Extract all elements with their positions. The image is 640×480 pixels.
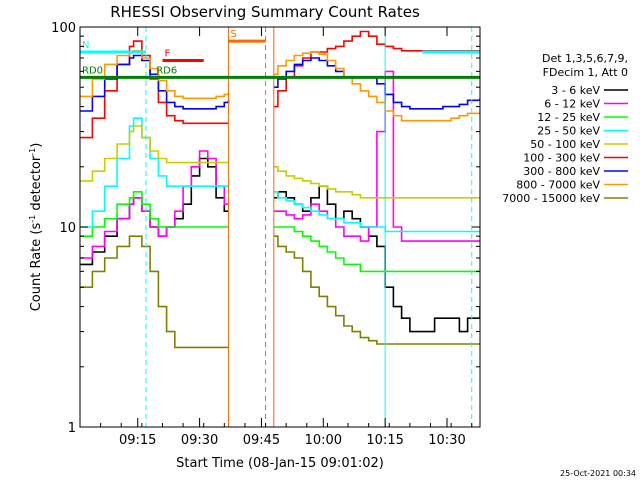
y-tick-label-100: 100 xyxy=(51,21,76,36)
flag-label-s: S xyxy=(230,29,236,40)
y-tick-label-10: 10 xyxy=(59,221,76,236)
legend-label-25-50-kev: 25 - 50 keV xyxy=(537,125,600,138)
series-line-7000-15000-kev-seg1 xyxy=(273,235,480,345)
x-axis: 09:15 09:30 09:45 10:00 10:15 10:30 xyxy=(79,27,473,448)
x-tick-label-09-45: 09:45 xyxy=(243,433,280,448)
flag-label-rd6: RD6 xyxy=(156,65,177,76)
flag-label-f: F xyxy=(164,48,170,59)
series-line-100-300-kev-seg1 xyxy=(273,30,480,108)
x-axis-label: Start Time (08-Jan-15 09:01:02) xyxy=(176,456,384,471)
legend-label-300-800-kev: 300 - 800 keV xyxy=(523,165,600,178)
x-tick-label-09-30: 09:30 xyxy=(181,433,218,448)
series-line-7000-15000-kev-seg0 xyxy=(80,235,229,349)
legend-item-6-12-kev: 6 - 12 keV xyxy=(544,98,628,111)
legend-header-line-2: FDecim 1, Att 0 xyxy=(543,66,628,79)
series-line-100-300-kev-seg0 xyxy=(80,40,229,139)
x-tick-label-10-15: 10:15 xyxy=(366,433,403,448)
legend-label-3-6-kev: 3 - 6 keV xyxy=(551,84,600,97)
series-line-6-12-kev-seg0 xyxy=(80,150,229,259)
y-axis-label-close: ) xyxy=(29,143,44,148)
x-tick-label-10-00: 10:00 xyxy=(305,433,342,448)
marker-layer xyxy=(145,27,473,427)
chart-title: RHESSI Observing Summary Count Rates xyxy=(110,3,420,21)
series-line-12-25-kev-seg0 xyxy=(80,191,229,237)
legend-item-800-7000-kev: 800 - 7000 keV xyxy=(516,179,628,192)
legend-label-100-300-kev: 100 - 300 keV xyxy=(523,152,600,165)
legend-item-3-6-kev: 3 - 6 keV xyxy=(551,84,628,97)
legend-label-6-12-kev: 6 - 12 keV xyxy=(544,98,600,111)
legend-label-7000-15000-kev: 7000 - 15000 keV xyxy=(502,192,600,205)
y-tick-label-1: 1 xyxy=(68,421,76,436)
x-tick-label-09-15: 09:15 xyxy=(119,433,156,448)
legend-item-25-50-kev: 25 - 50 keV xyxy=(537,125,628,138)
series-line-6-12-kev-seg1 xyxy=(273,70,480,242)
legend-header-line-1: Det 1,3,5,6,7,9, xyxy=(542,52,628,65)
legend-label-12-25-kev: 12 - 25 keV xyxy=(537,111,600,124)
footer-timestamp: 25-Oct-2021 00:34 xyxy=(560,469,636,478)
y-axis-label-unit-exponent: -1 xyxy=(28,148,37,156)
y-axis-label-unit: detector xyxy=(29,155,44,215)
legend-item-100-300-kev: 100 - 300 keV xyxy=(523,152,628,165)
legend-item-7000-15000-kev: 7000 - 15000 keV xyxy=(502,192,628,205)
y-axis-label: Count Rate (s-1 detector-1) xyxy=(28,143,44,312)
legend-item-50-100-kev: 50 - 100 keV xyxy=(530,138,628,151)
y-axis: 1 10 100 xyxy=(51,21,480,436)
legend-label-800-7000-kev: 800 - 7000 keV xyxy=(516,179,600,192)
flag-layer: N RD0 RD6 F S xyxy=(80,29,480,79)
y-axis-label-main: Count Rate (s xyxy=(29,223,44,312)
legend-label-50-100-kev: 50 - 100 keV xyxy=(530,138,600,151)
flag-label-n: N xyxy=(82,40,89,51)
legend-item-300-800-kev: 300 - 800 keV xyxy=(523,165,628,178)
series-line-800-7000-kev-seg1 xyxy=(273,51,480,122)
series-line-12-25-kev-seg1 xyxy=(273,226,480,273)
plot-area: N RD0 RD6 F S xyxy=(79,26,481,428)
legend: Det 1,3,5,6,7,9, FDecim 1, Att 0 3 - 6 k… xyxy=(502,52,628,205)
series-line-25-50-kev-seg1 xyxy=(273,191,480,233)
y-axis-label-exponent: -1 xyxy=(28,215,37,223)
series-line-50-100-kev-seg1 xyxy=(273,166,480,199)
series-line-800-7000-kev-seg0 xyxy=(80,50,230,100)
x-tick-label-10-30: 10:30 xyxy=(428,433,465,448)
legend-item-12-25-kev: 12 - 25 keV xyxy=(537,111,628,124)
flag-label-rd0: RD0 xyxy=(82,65,103,76)
series-line-50-100-kev-seg0 xyxy=(80,125,229,182)
